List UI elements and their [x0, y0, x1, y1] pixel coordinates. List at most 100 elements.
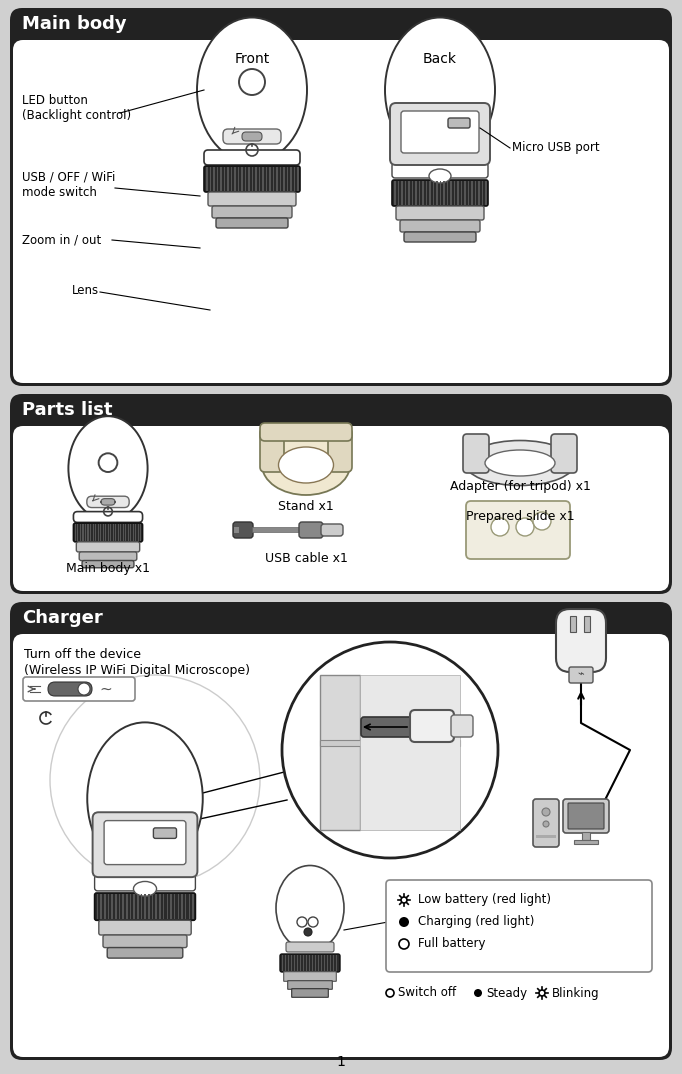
- FancyBboxPatch shape: [48, 682, 92, 696]
- Bar: [426, 182, 427, 205]
- Bar: [213, 166, 215, 191]
- Bar: [130, 894, 132, 919]
- Text: Front: Front: [235, 52, 269, 66]
- Bar: [265, 166, 267, 191]
- Bar: [293, 166, 295, 191]
- FancyBboxPatch shape: [390, 103, 490, 165]
- Bar: [300, 955, 301, 971]
- Bar: [140, 894, 143, 919]
- FancyBboxPatch shape: [396, 206, 484, 220]
- Bar: [401, 182, 402, 205]
- FancyBboxPatch shape: [10, 8, 672, 386]
- FancyBboxPatch shape: [292, 989, 328, 998]
- Bar: [582, 832, 590, 840]
- Bar: [113, 524, 114, 541]
- Bar: [457, 182, 458, 205]
- Text: ∼: ∼: [100, 682, 113, 697]
- Bar: [115, 524, 116, 541]
- Bar: [118, 524, 119, 541]
- Bar: [126, 894, 128, 919]
- Bar: [138, 524, 139, 541]
- FancyBboxPatch shape: [321, 524, 343, 536]
- Circle shape: [491, 518, 509, 536]
- Text: USB / OFF / WiFi
mode switch: USB / OFF / WiFi mode switch: [22, 171, 115, 200]
- Text: LED button
(Backlight control): LED button (Backlight control): [22, 93, 131, 122]
- Text: Zoom in / out: Zoom in / out: [22, 233, 101, 247]
- Circle shape: [308, 917, 318, 927]
- Bar: [133, 524, 134, 541]
- Bar: [478, 182, 479, 205]
- FancyBboxPatch shape: [95, 875, 196, 891]
- Bar: [288, 955, 289, 971]
- Ellipse shape: [262, 435, 350, 495]
- Text: Parts list: Parts list: [22, 401, 113, 419]
- FancyBboxPatch shape: [410, 710, 454, 742]
- FancyBboxPatch shape: [569, 667, 593, 683]
- Bar: [291, 955, 292, 971]
- Bar: [216, 166, 218, 191]
- Bar: [192, 894, 194, 919]
- Bar: [145, 894, 146, 919]
- Bar: [155, 894, 157, 919]
- Bar: [123, 894, 124, 919]
- Bar: [159, 894, 161, 919]
- Bar: [85, 524, 86, 541]
- Text: USB cable x1: USB cable x1: [265, 552, 347, 565]
- Bar: [97, 894, 98, 919]
- FancyBboxPatch shape: [107, 947, 183, 958]
- FancyBboxPatch shape: [208, 192, 296, 206]
- FancyBboxPatch shape: [386, 880, 652, 972]
- Ellipse shape: [134, 882, 157, 896]
- Bar: [327, 955, 328, 971]
- Bar: [439, 182, 441, 205]
- Text: Back: Back: [423, 52, 457, 66]
- Ellipse shape: [87, 723, 203, 874]
- Bar: [485, 182, 486, 205]
- Bar: [95, 524, 96, 541]
- Text: Charger: Charger: [22, 609, 103, 627]
- Circle shape: [99, 453, 117, 471]
- Bar: [450, 182, 451, 205]
- FancyBboxPatch shape: [392, 163, 488, 178]
- Bar: [276, 166, 278, 191]
- Text: Blinking: Blinking: [552, 987, 599, 1000]
- Bar: [408, 182, 409, 205]
- Ellipse shape: [278, 447, 333, 483]
- Circle shape: [304, 928, 312, 937]
- Bar: [447, 182, 448, 205]
- Bar: [467, 182, 469, 205]
- Text: Turn off the device: Turn off the device: [24, 648, 141, 661]
- Bar: [234, 166, 235, 191]
- FancyBboxPatch shape: [260, 423, 352, 441]
- FancyBboxPatch shape: [99, 920, 191, 935]
- Bar: [464, 182, 466, 205]
- Bar: [224, 166, 225, 191]
- Bar: [306, 955, 307, 971]
- Bar: [177, 894, 179, 919]
- Bar: [294, 955, 295, 971]
- Bar: [120, 524, 121, 541]
- Bar: [181, 894, 183, 919]
- Ellipse shape: [68, 417, 147, 521]
- FancyBboxPatch shape: [74, 511, 143, 522]
- Bar: [209, 166, 211, 191]
- FancyBboxPatch shape: [551, 434, 577, 473]
- Bar: [315, 955, 316, 971]
- FancyBboxPatch shape: [233, 522, 253, 538]
- FancyBboxPatch shape: [82, 561, 134, 568]
- Text: Low battery (red light): Low battery (red light): [418, 894, 551, 906]
- Bar: [123, 524, 124, 541]
- Text: 1: 1: [336, 1055, 346, 1069]
- FancyBboxPatch shape: [153, 828, 177, 839]
- FancyBboxPatch shape: [466, 500, 570, 558]
- Bar: [231, 166, 232, 191]
- Circle shape: [239, 69, 265, 95]
- Bar: [220, 166, 222, 191]
- Bar: [297, 955, 298, 971]
- FancyBboxPatch shape: [286, 942, 334, 952]
- Bar: [130, 524, 132, 541]
- Bar: [206, 166, 207, 191]
- Text: Steady: Steady: [486, 987, 527, 1000]
- Bar: [415, 182, 417, 205]
- FancyBboxPatch shape: [242, 132, 262, 141]
